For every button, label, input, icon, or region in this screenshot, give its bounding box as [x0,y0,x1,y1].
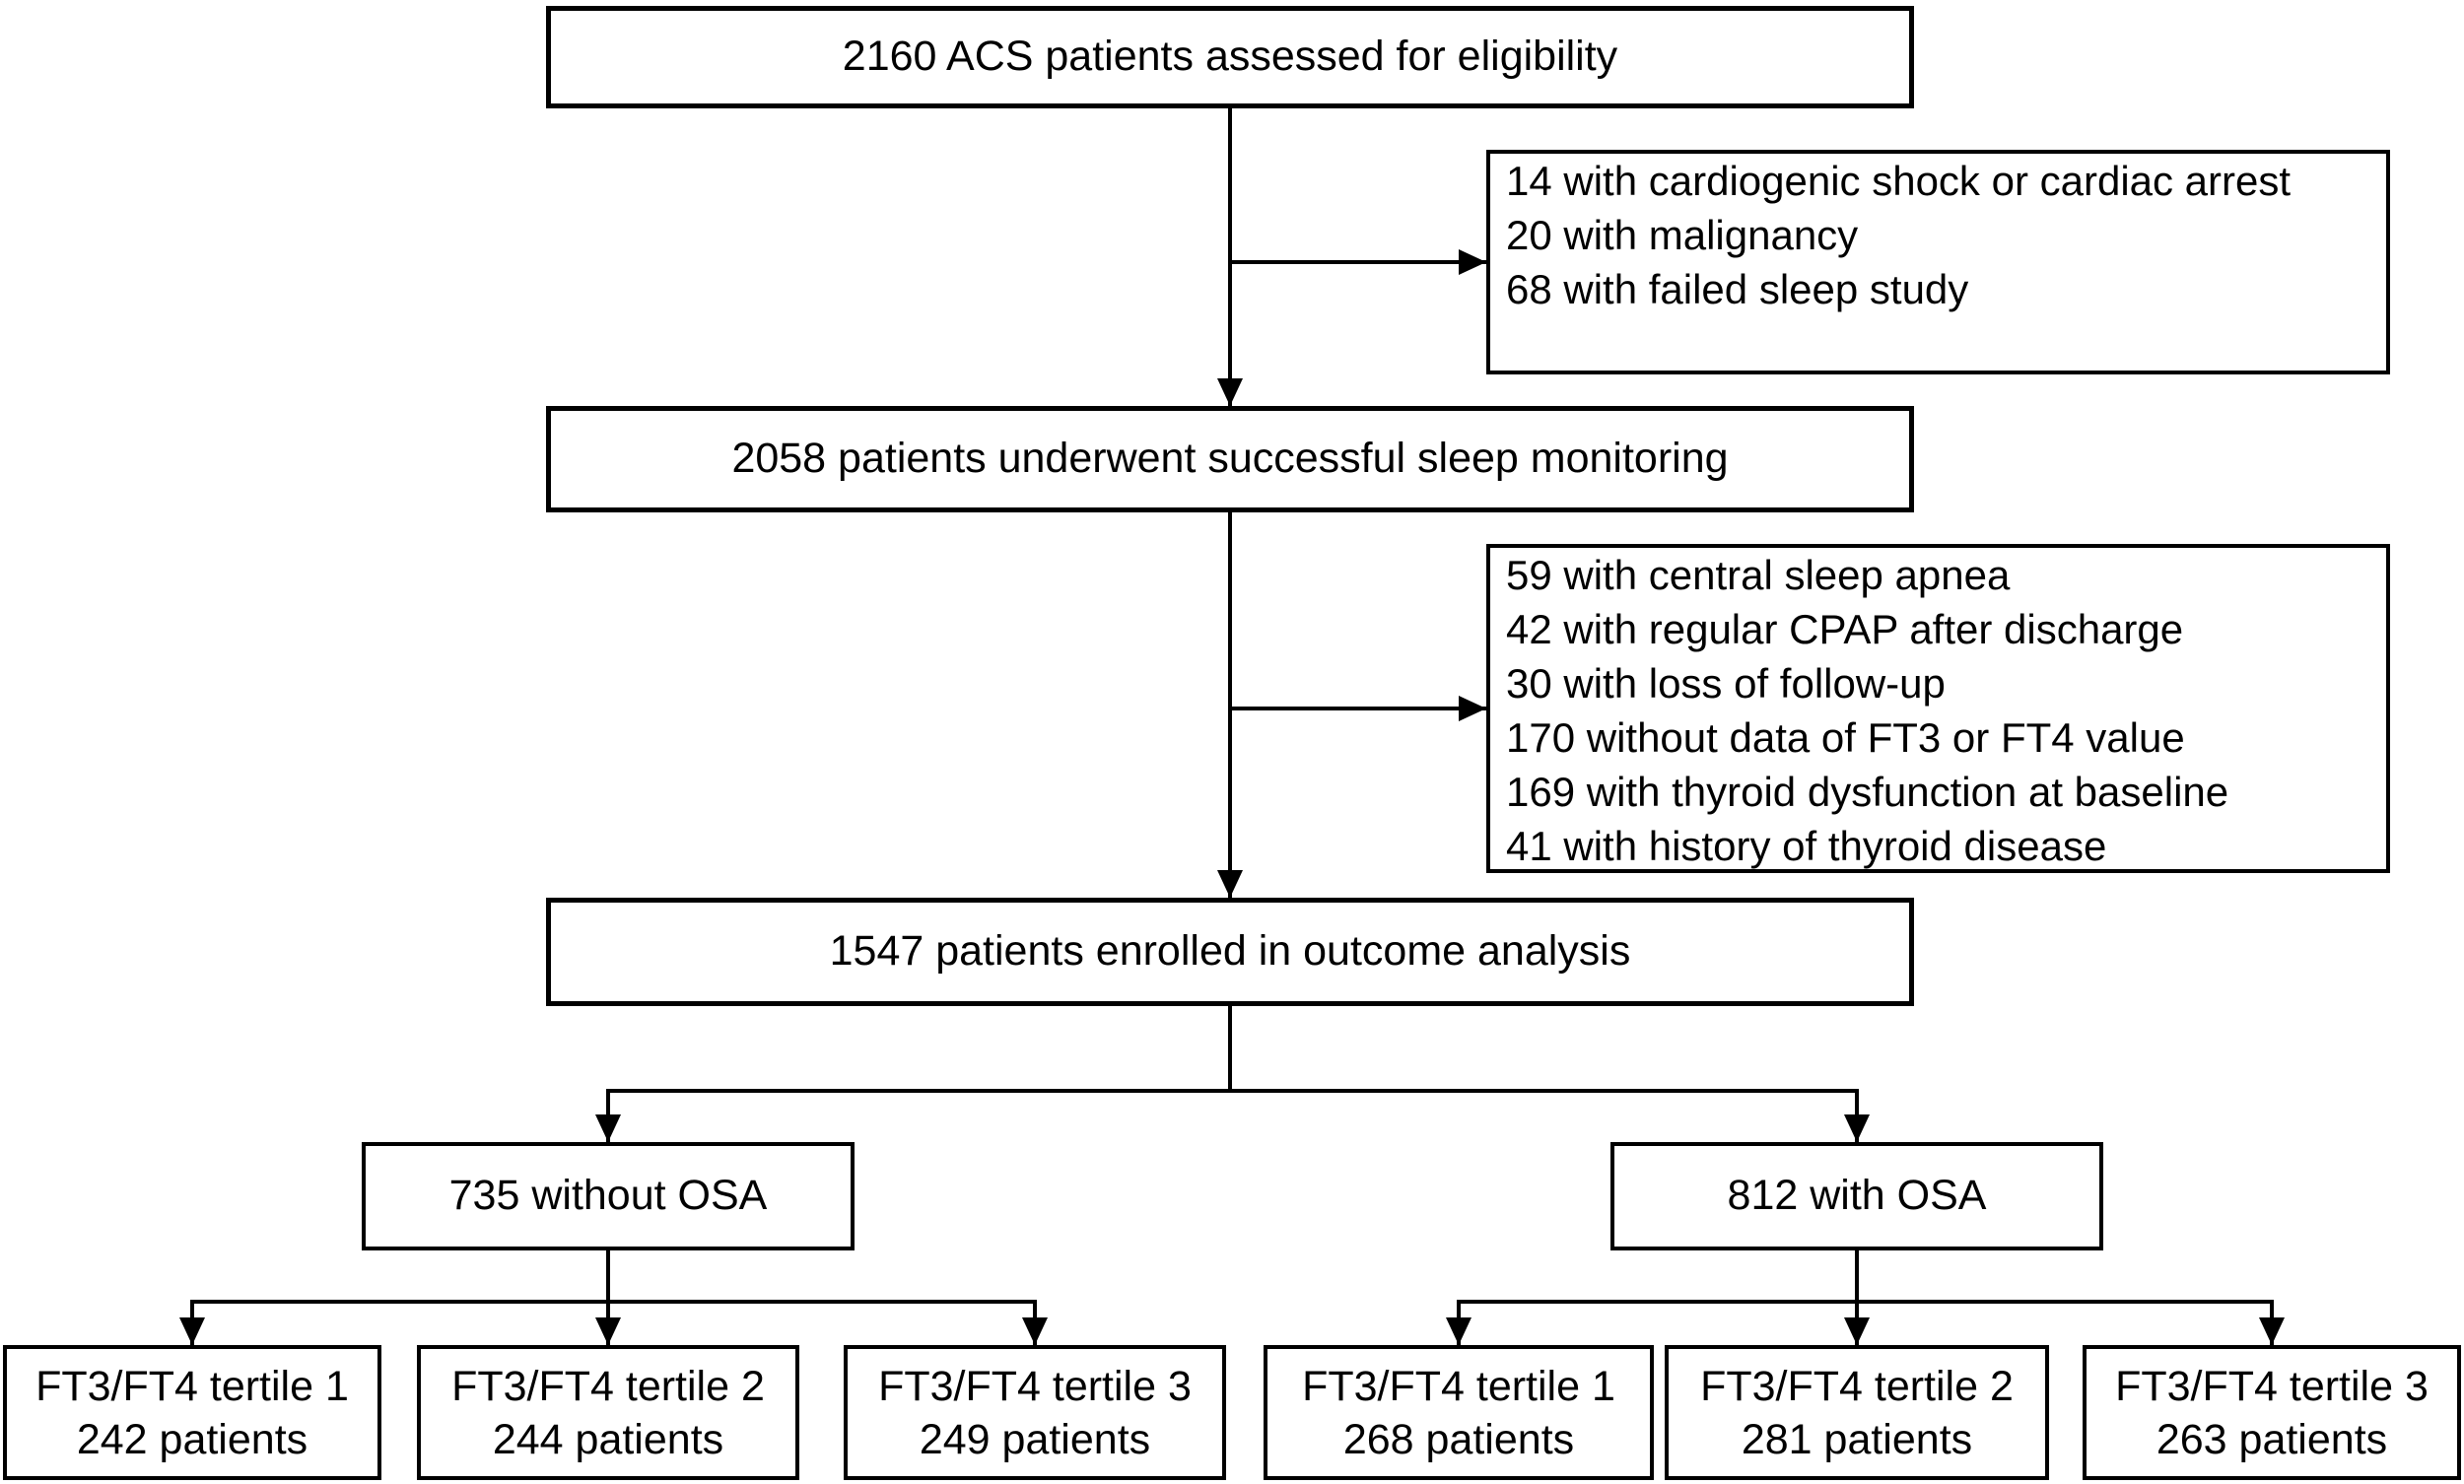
exclusion-2-line: 42 with regular CPAP after discharge [1506,606,2184,652]
tertile-label: FT3/FT4 tertile 1 [1302,1362,1615,1410]
box-sleep-monitoring: 2058 patients underwent successful sleep… [546,406,1914,512]
arrow-down-icon [595,1114,621,1142]
tertile-count: 268 patients [1342,1415,1575,1463]
box-tertile-1-with-osa: FT3/FT4 tertile 1 268 patients [1264,1345,1654,1480]
connector-line [1230,707,1486,710]
arrow-down-icon [1217,870,1243,898]
exclusion-2-line: 41 with history of thyroid disease [1506,823,2107,869]
connector-line [1855,1250,1859,1304]
arrow-down-icon [1844,1114,1870,1142]
arrow-down-icon [1217,378,1243,406]
tertile-count: 249 patients [919,1415,1151,1463]
box-without-osa-label: 735 without OSA [448,1172,768,1220]
exclusion-1-line: 20 with malignancy [1506,212,1859,258]
connector-line [1457,1300,2274,1304]
connector-line [606,1250,610,1304]
tertile-count: 244 patients [492,1415,724,1463]
arrow-down-icon [2259,1317,2285,1345]
box-with-osa: 812 with OSA [1610,1142,2103,1250]
tertile-count: 281 patients [1741,1415,1973,1463]
connector-line [190,1300,1037,1304]
box-eligibility-label: 2160 ACS patients assessed for eligibili… [842,33,1618,81]
exclusion-1-line: 68 with failed sleep study [1506,266,1969,312]
tertile-label: FT3/FT4 tertile 2 [1700,1362,2014,1410]
box-with-osa-label: 812 with OSA [1727,1172,1987,1220]
box-outcome-analysis-label: 1547 patients enrolled in outcome analys… [829,927,1631,976]
exclusion-2-line: 169 with thyroid dysfunction at baseline [1506,769,2229,815]
box-tertile-1-without-osa: FT3/FT4 tertile 1 242 patients [3,1345,381,1480]
box-exclusion-2: 59 with central sleep apnea 42 with regu… [1486,544,2390,873]
connector-line [606,1089,1859,1093]
box-tertile-3-with-osa: FT3/FT4 tertile 3 263 patients [2083,1345,2461,1480]
connector-line [1228,512,1232,898]
box-tertile-3-without-osa: FT3/FT4 tertile 3 249 patients [844,1345,1226,1480]
arrow-down-icon [1446,1317,1472,1345]
connector-line [1230,260,1486,264]
box-without-osa: 735 without OSA [362,1142,855,1250]
exclusion-2-line: 59 with central sleep apnea [1506,552,2011,598]
box-sleep-monitoring-label: 2058 patients underwent successful sleep… [731,435,1729,483]
arrow-down-icon [179,1317,205,1345]
tertile-label: FT3/FT4 tertile 2 [451,1362,765,1410]
connector-line [1228,108,1232,406]
arrow-down-icon [1022,1317,1048,1345]
exclusion-2-line: 170 without data of FT3 or FT4 value [1506,714,2185,761]
box-eligibility: 2160 ACS patients assessed for eligibili… [546,6,1914,108]
box-exclusion-1: 14 with cardiogenic shock or cardiac arr… [1486,150,2390,374]
connector-line [1228,1006,1232,1093]
tertile-count: 263 patients [2156,1415,2388,1463]
arrow-down-icon [595,1317,621,1345]
arrow-right-icon [1459,249,1486,275]
arrow-right-icon [1459,696,1486,721]
tertile-label: FT3/FT4 tertile 3 [2115,1362,2429,1410]
exclusion-1-line: 14 with cardiogenic shock or cardiac arr… [1506,158,2292,204]
box-outcome-analysis: 1547 patients enrolled in outcome analys… [546,898,1914,1006]
box-tertile-2-without-osa: FT3/FT4 tertile 2 244 patients [417,1345,799,1480]
tertile-label: FT3/FT4 tertile 3 [878,1362,1192,1410]
tertile-count: 242 patients [76,1415,308,1463]
tertile-label: FT3/FT4 tertile 1 [35,1362,349,1410]
box-tertile-2-with-osa: FT3/FT4 tertile 2 281 patients [1665,1345,2049,1480]
arrow-down-icon [1844,1317,1870,1345]
exclusion-2-line: 30 with loss of follow-up [1506,660,1946,707]
